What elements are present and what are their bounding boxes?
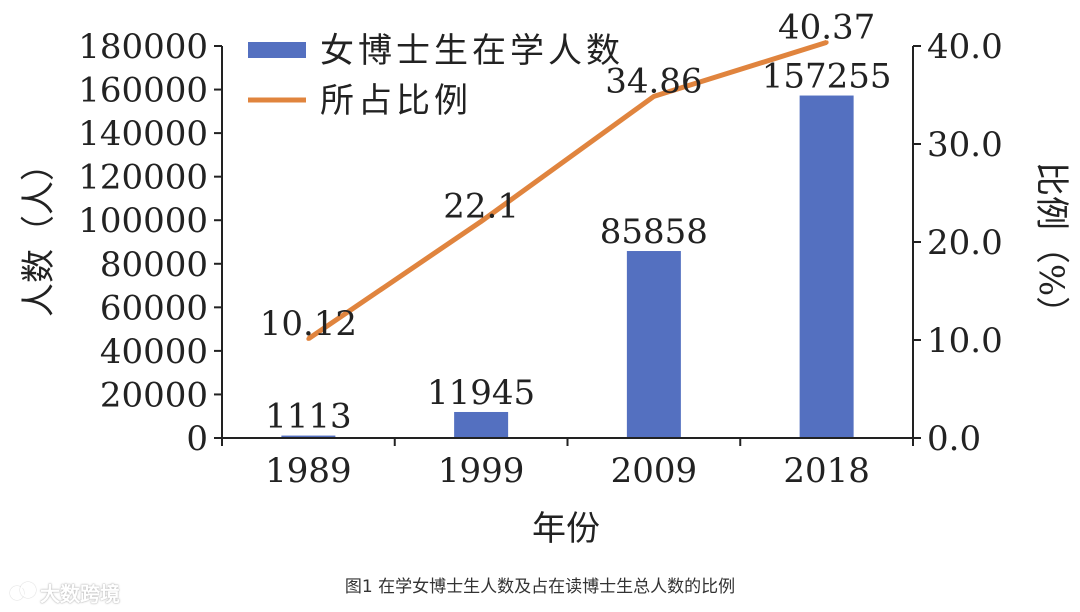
line-series <box>306 39 829 341</box>
bar <box>454 411 509 438</box>
line-data-labels: 10.12 22.1 34.86 40.37 <box>260 7 876 343</box>
left-tick-label: 100000 <box>78 201 208 241</box>
x-tick-label: 1989 <box>265 451 352 491</box>
left-tick-label: 40000 <box>100 332 208 372</box>
watermark-logo-icon <box>10 581 36 604</box>
line-point <box>479 219 484 224</box>
line-value-label: 34.86 <box>605 61 702 101</box>
left-tick-label: 20000 <box>100 375 208 415</box>
bar-data-labels: 1113 11945 85858 157255 <box>265 57 891 437</box>
line-point <box>824 40 829 45</box>
right-tick-label: 30.0 <box>927 125 1003 165</box>
line-value-label: 10.12 <box>260 304 357 344</box>
bar-value-label: 11945 <box>427 373 535 413</box>
left-tick-label: 60000 <box>100 288 208 328</box>
left-tick-label: 80000 <box>100 245 208 285</box>
bar-value-label: 85858 <box>600 212 708 252</box>
bar <box>281 435 336 438</box>
left-tick-label: 180000 <box>78 27 208 67</box>
x-axis-ticks: 1989 1999 2009 2018 <box>221 438 914 491</box>
x-axis-title: 年份 <box>532 509 600 549</box>
bar <box>626 251 681 438</box>
left-tick-label: 120000 <box>78 158 208 198</box>
right-tick-label: 0.0 <box>927 419 981 459</box>
legend-bar-swatch <box>248 42 306 58</box>
bar-value-label: 1113 <box>265 397 352 437</box>
x-tick-label: 2009 <box>611 451 698 491</box>
legend: 女博士生在学人数 所占比例 <box>248 31 624 121</box>
x-tick-label: 1999 <box>438 451 525 491</box>
left-axis-title: 人数（人） <box>19 147 59 317</box>
right-axis-ticks: 0.0 10.0 20.0 30.0 40.0 <box>913 27 1003 459</box>
left-tick-label: 0 <box>186 419 208 459</box>
left-axis-ticks: 0200004000060000800001000001200001400001… <box>78 27 222 459</box>
bar-line-chart: 0200004000060000800001000001200001400001… <box>19 7 1071 549</box>
right-axis-title: 比例（%） <box>1031 162 1071 330</box>
ratio-line <box>306 39 828 341</box>
line-value-label: 40.37 <box>778 7 875 47</box>
line-point <box>306 336 311 341</box>
watermark: 大数跨境 <box>10 578 120 607</box>
bar-series <box>281 95 854 438</box>
legend-bar-label: 女博士生在学人数 <box>320 31 624 71</box>
bar <box>799 95 854 438</box>
left-tick-label: 160000 <box>78 71 208 111</box>
right-tick-label: 40.0 <box>927 27 1003 67</box>
left-tick-label: 140000 <box>78 114 208 154</box>
right-tick-label: 10.0 <box>927 321 1003 361</box>
x-tick-label: 2018 <box>783 451 870 491</box>
line-point <box>651 94 656 99</box>
bar-value-label: 157255 <box>762 57 892 97</box>
watermark-text: 大数跨境 <box>40 582 120 606</box>
right-tick-label: 20.0 <box>927 223 1003 263</box>
line-value-label: 22.1 <box>443 186 519 226</box>
legend-line-label: 所占比例 <box>320 81 472 121</box>
figure-caption: 图1 在学女博士生人数及占在读博士生总人数的比例 <box>344 577 736 597</box>
